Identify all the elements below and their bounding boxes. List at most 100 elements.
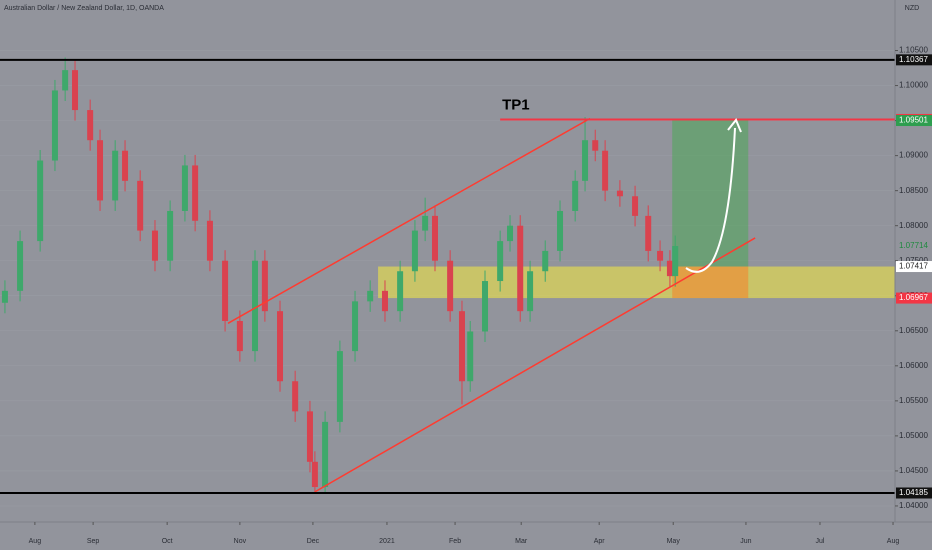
candle-body	[592, 140, 599, 151]
axes: 1.04000 1.04500 1.05000 1.05500 1.06000 1.065…	[29, 46, 932, 545]
x-tick-label: Mar	[515, 538, 528, 545]
price-label-bg	[896, 240, 932, 252]
y-tick-label: 1.05000	[899, 431, 928, 440]
candle-body	[167, 210, 174, 261]
y-tick-label: 1.10000	[899, 81, 928, 90]
y-tick-label: 1.04500	[899, 466, 928, 475]
candle-body	[352, 301, 359, 352]
candle-body	[336, 351, 343, 422]
x-tick-label: 2021	[379, 538, 395, 545]
price-label: 1.07417	[899, 262, 928, 271]
candle-body	[17, 241, 24, 291]
candle-body	[572, 180, 579, 211]
candle-body	[72, 70, 79, 111]
price-label-bg	[896, 261, 932, 273]
candle-body	[542, 250, 549, 272]
trendline	[227, 117, 591, 324]
x-tick-label: Jul	[816, 538, 825, 545]
candle-body	[602, 150, 609, 191]
y-tick-label: 1.08000	[899, 221, 928, 230]
zone	[672, 266, 749, 299]
y-tick-label: 1.04000	[899, 501, 928, 510]
x-tick-label: Dec	[307, 538, 320, 545]
candle-body	[62, 70, 69, 91]
arrow-curve	[685, 127, 736, 273]
y-tick-label: 1.07500	[899, 256, 928, 265]
candle-body	[206, 220, 213, 261]
price-label: 1.09501	[899, 116, 928, 125]
candle-body	[657, 250, 664, 261]
x-tick-label: Aug	[29, 538, 42, 545]
y-tick-label: 1.09000	[899, 151, 928, 160]
price-label-bg	[896, 115, 932, 127]
price-label: 1.04185	[899, 488, 928, 497]
candle-body	[666, 260, 673, 277]
chart-title: Australian Dollar / New Zealand Dollar, …	[4, 5, 164, 12]
zone	[378, 266, 896, 299]
candle-body	[87, 110, 94, 141]
candle-body	[482, 281, 489, 332]
candle-body	[306, 411, 313, 462]
x-tick-label: May	[667, 538, 681, 545]
tp-label: TP1	[502, 96, 530, 113]
candle-body	[261, 260, 268, 312]
candle-body	[151, 230, 158, 261]
candle-body	[51, 90, 58, 161]
price-label-bg	[896, 54, 932, 66]
candle-body	[1, 290, 8, 303]
candle-body	[37, 160, 44, 242]
candle-body	[527, 271, 534, 312]
candle-body	[97, 140, 104, 201]
price-label-bg	[896, 487, 932, 499]
candle-body	[422, 215, 429, 231]
trendline	[314, 237, 756, 493]
x-tick-label: Jun	[740, 538, 751, 545]
candle-body	[181, 165, 188, 211]
candle-body	[645, 215, 652, 251]
candle-body	[381, 290, 388, 312]
candle-body	[192, 165, 199, 221]
annotations: TP1	[0, 58, 895, 494]
candle-body	[397, 271, 404, 312]
y-tick-label: 1.06000	[899, 361, 928, 370]
zone	[672, 120, 749, 267]
price-label: 1.07714	[899, 241, 928, 250]
x-tick-label: Oct	[162, 538, 173, 545]
x-tick-label: Feb	[449, 538, 461, 545]
candle-body	[222, 260, 229, 321]
candle-body	[497, 241, 504, 282]
candle-body	[122, 150, 129, 181]
candle-body	[632, 196, 639, 216]
candles	[1, 57, 679, 493]
candle-body	[236, 320, 243, 352]
candle-body	[507, 225, 514, 242]
candle-body	[322, 421, 329, 488]
x-tick-label: Aug	[887, 538, 900, 545]
price-label: 1.10367	[899, 55, 928, 64]
candle-body	[311, 461, 318, 488]
candle-body	[616, 190, 623, 197]
y-tick-label: 1.06500	[899, 326, 928, 335]
x-tick-label: Apr	[594, 538, 606, 545]
candle-body	[137, 180, 144, 231]
candle-body	[557, 210, 564, 251]
candle-body	[467, 331, 474, 382]
candle-body	[367, 290, 374, 302]
arrow-head	[727, 118, 742, 133]
zones	[378, 120, 896, 299]
candle-body	[292, 381, 299, 412]
price-label: 1.06967	[899, 293, 928, 302]
candle-body	[112, 150, 119, 201]
candle-body	[672, 246, 679, 277]
candle-body	[411, 230, 418, 272]
currency: NZD	[905, 5, 919, 12]
x-tick-label: Nov	[234, 538, 247, 545]
price-label-bg	[896, 292, 932, 304]
candle-body	[277, 311, 284, 382]
x-tick-label: Sep	[87, 538, 100, 545]
y-tick-label: 1.08500	[899, 186, 928, 195]
candle-body	[517, 225, 524, 312]
candle-body	[458, 311, 465, 382]
candle-body	[431, 215, 438, 261]
